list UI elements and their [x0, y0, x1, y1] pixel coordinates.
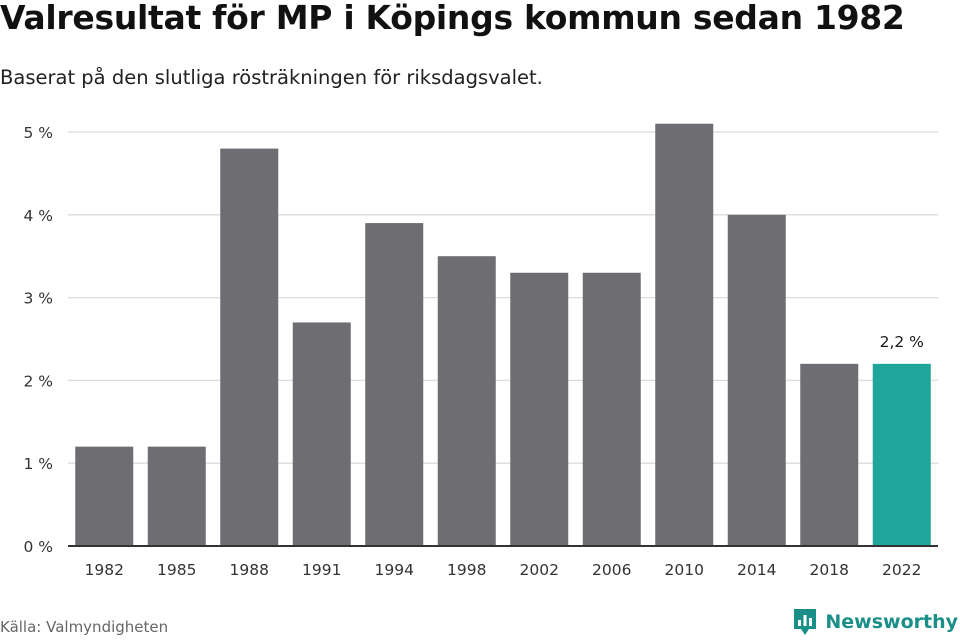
- bar-1985: [147, 446, 206, 546]
- x-tick-label: 1994: [375, 561, 414, 579]
- x-tick-label: 1991: [302, 561, 341, 579]
- brand-logo[interactable]: Newsworthy: [792, 606, 958, 638]
- y-tick-label: 4 %: [23, 207, 53, 225]
- data-label: 2,2 %: [880, 333, 924, 351]
- brand-name: Newsworthy: [825, 611, 958, 633]
- gridlines: [68, 131, 938, 464]
- bars: [75, 123, 931, 547]
- y-tick-label: 2 %: [23, 372, 53, 390]
- x-tick-label: 2022: [882, 561, 921, 579]
- x-tick-label: 2010: [665, 561, 704, 579]
- x-tick-label: 1998: [447, 561, 486, 579]
- bar-2002: [510, 272, 569, 546]
- bar-2006: [582, 272, 641, 546]
- chart-subtitle: Baserat på den slutliga rösträkningen fö…: [0, 66, 543, 89]
- x-tick-label: 2014: [737, 561, 776, 579]
- y-tick-label: 3 %: [23, 290, 53, 308]
- x-tick-label: 1985: [157, 561, 196, 579]
- bar-1994: [365, 223, 424, 546]
- data-labels: 2,2 %: [880, 333, 924, 351]
- bar-2010: [655, 123, 714, 546]
- x-tick-label: 2018: [810, 561, 849, 579]
- x-tick-label: 1988: [230, 561, 269, 579]
- x-axis-tick-labels: 1982 1985 1988 1991 1994 1998 2002 2006 2010 2014…: [85, 561, 922, 579]
- y-axis-tick-labels: 0 % 1 % 2 % 3 % 4 % 5 %: [23, 124, 53, 556]
- chart-title: Valresultat för MP i Köpings kommun seda…: [0, 0, 905, 37]
- x-tick-label: 1982: [85, 561, 124, 579]
- newsworthy-logo-icon: [794, 609, 817, 635]
- bar-2014: [727, 214, 786, 547]
- y-tick-label: 5 %: [23, 124, 53, 142]
- bar-1988: [220, 148, 279, 546]
- y-tick-label: 1 %: [23, 455, 53, 473]
- y-tick-label: 0 %: [23, 538, 53, 556]
- bar-2018: [800, 363, 859, 546]
- bar-1982: [75, 446, 134, 546]
- x-tick-label: 2006: [592, 561, 631, 579]
- bar-2022: [872, 363, 931, 546]
- bar-chart: 0 %1 %2 %3 %4 %5 % 1982 1985 1988 1991 1994 1…: [23, 123, 938, 579]
- bar-1991: [292, 322, 351, 546]
- bar-1998: [437, 256, 496, 546]
- source-note: Källa: Valmyndigheten: [0, 618, 169, 636]
- x-tick-label: 2002: [520, 561, 559, 579]
